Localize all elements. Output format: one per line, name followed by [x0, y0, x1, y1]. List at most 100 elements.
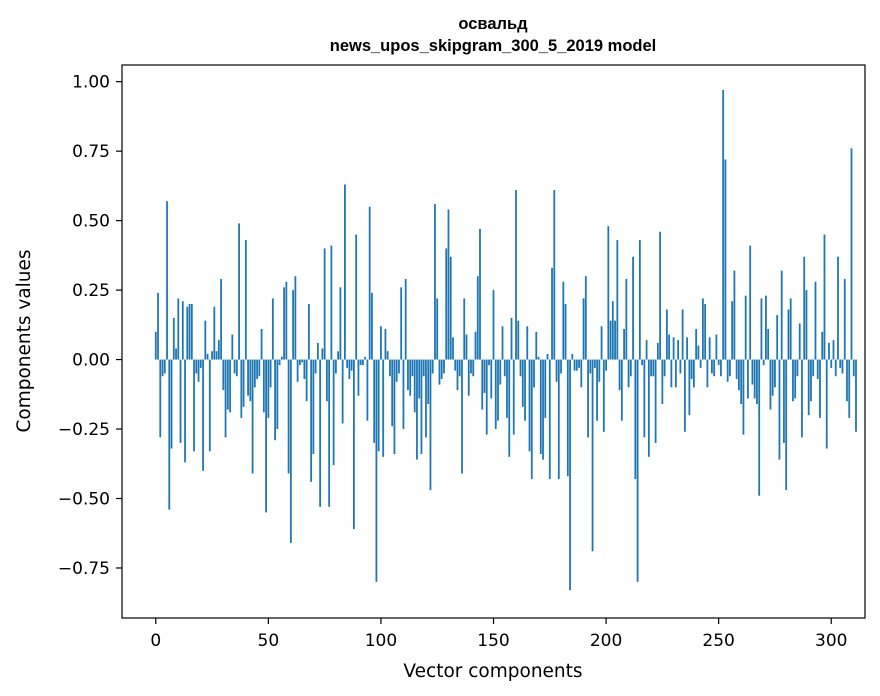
bar-50: [267, 359, 270, 418]
bar-298: [825, 359, 828, 449]
bar-28: [217, 340, 220, 360]
bar-279: [783, 359, 785, 443]
bar-276: [776, 315, 779, 360]
bar-163: [521, 359, 524, 407]
bar-291: [810, 359, 812, 402]
bar-69: [310, 359, 313, 482]
bar-280: [785, 359, 788, 491]
bar-91: [359, 359, 362, 366]
bar-58: [285, 281, 288, 360]
bar-92: [362, 359, 364, 366]
bar-159: [512, 359, 515, 435]
bar-146: [483, 359, 486, 393]
bar-217: [643, 359, 646, 438]
bar-29: [220, 278, 222, 360]
bar-74: [321, 348, 324, 360]
bar-132: [452, 337, 454, 360]
bar-173: [544, 359, 547, 418]
bar-254: [726, 359, 729, 382]
bar-100: [380, 326, 382, 360]
bar-245: [706, 359, 709, 388]
bar-68: [307, 303, 310, 360]
bar-95: [368, 206, 371, 360]
bar-10: [177, 298, 180, 360]
bar-154: [501, 326, 504, 360]
bar-107: [395, 359, 398, 382]
bar-178: [555, 359, 558, 382]
bar-4: [163, 359, 166, 374]
bar-12: [181, 301, 184, 360]
bar-134: [456, 359, 459, 391]
bar-52: [271, 298, 274, 360]
bar-184: [569, 359, 571, 591]
bar-231: [674, 359, 677, 388]
bar-263: [747, 359, 749, 399]
x-tick-label: 250: [702, 631, 734, 651]
bar-142: [474, 331, 477, 360]
bar-2: [159, 359, 162, 438]
bar-205: [616, 240, 619, 360]
bar-153: [499, 359, 502, 385]
bar-156: [506, 359, 508, 418]
bar-150: [492, 290, 495, 360]
bar-225: [661, 359, 664, 405]
bar-268: [758, 359, 761, 496]
bar-42: [249, 359, 252, 402]
bar-39: [242, 359, 245, 407]
bar-104: [389, 359, 391, 377]
bar-160: [515, 190, 517, 360]
bar-285: [796, 359, 799, 377]
bar-31: [224, 359, 227, 438]
bar-287: [801, 359, 803, 438]
y-tick-label: 0.75: [72, 142, 110, 162]
bar-238: [690, 359, 693, 380]
bar-123: [431, 359, 434, 374]
bar-200: [605, 359, 607, 371]
bar-195: [593, 359, 596, 368]
bar-274: [771, 359, 774, 396]
bar-172: [542, 359, 544, 460]
bar-109: [400, 287, 403, 360]
bar-32: [226, 359, 229, 410]
bar-3: [161, 359, 164, 377]
bar-14: [186, 306, 189, 360]
bar-93: [364, 356, 367, 360]
bar-240: [695, 328, 698, 360]
bar-261: [742, 359, 745, 435]
bar-251: [720, 359, 722, 377]
bar-258: [735, 359, 738, 380]
bar-310: [852, 359, 855, 377]
bar-77: [328, 359, 331, 507]
bar-48: [262, 359, 265, 413]
bar-111: [404, 278, 407, 360]
bar-13: [184, 359, 186, 463]
bar-51: [269, 359, 272, 388]
bar-204: [614, 320, 616, 360]
bar-25: [211, 351, 213, 360]
bar-259: [738, 359, 740, 391]
bar-260: [740, 359, 743, 405]
bar-244: [704, 303, 707, 360]
bar-272: [767, 328, 770, 360]
bar-83: [341, 359, 344, 424]
bar-210: [627, 359, 630, 388]
bar-241: [697, 345, 700, 360]
bar-144: [479, 228, 481, 360]
bar-81: [337, 351, 340, 360]
bar-6: [168, 359, 171, 510]
bar-235: [683, 359, 686, 432]
bar-262: [744, 295, 747, 360]
bar-70: [312, 359, 315, 455]
bar-136: [461, 359, 463, 474]
bar-45: [256, 359, 258, 380]
bar-250: [717, 359, 720, 366]
bar-53: [274, 359, 276, 441]
bar-72: [316, 342, 319, 360]
bar-60: [289, 359, 292, 543]
bar-169: [535, 331, 538, 360]
bar-27: [215, 351, 218, 360]
x-tick-label: 150: [477, 631, 509, 651]
bar-223: [656, 342, 659, 360]
bar-30: [222, 359, 225, 391]
